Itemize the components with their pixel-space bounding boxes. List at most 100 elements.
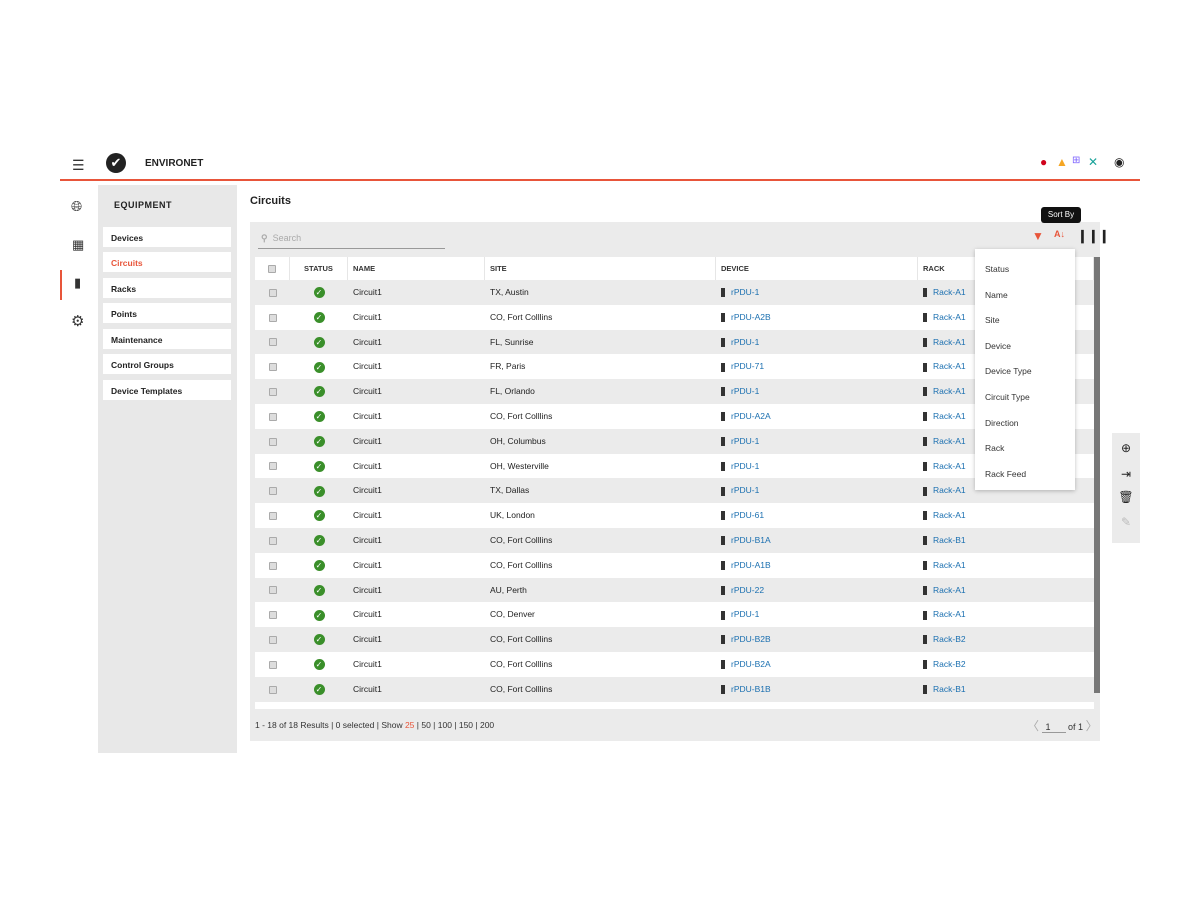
device-link[interactable]: rPDU-B2A [731, 659, 771, 669]
import-icon[interactable]: ⇥ [1120, 467, 1132, 481]
device-link[interactable]: rPDU-A1B [731, 559, 771, 570]
columns-icon[interactable]: ❙❙❙ [1077, 228, 1110, 243]
device-link[interactable]: rPDU-1 [731, 287, 760, 297]
sort-icon[interactable]: A↓ [1054, 229, 1065, 239]
sort-option[interactable]: Circuit Type [985, 392, 1030, 402]
table-row[interactable]: ✓ Circuit1 CO, Fort Colllins rPDU-A2A Rack-A… [255, 404, 1094, 429]
row-checkbox[interactable] [268, 437, 277, 446]
sidebar-item-devices[interactable]: Devices [103, 227, 231, 247]
rack-link[interactable]: Rack-A1 [933, 336, 966, 347]
menu-icon[interactable]: ☰ [72, 157, 85, 173]
row-checkbox[interactable] [268, 660, 277, 669]
rack-link[interactable]: Rack-A1 [933, 510, 966, 521]
table-row[interactable]: ✓ Circuit1 OH, Westerville rPDU-1 Rack-A1 [255, 454, 1094, 479]
row-checkbox[interactable] [268, 536, 277, 545]
table-row[interactable]: ✓ Circuit1 CO, Fort Colllins rPDU-A1B Rack-A… [255, 553, 1094, 578]
table-row[interactable]: ✓ Circuit1 OH, Columbus rPDU-1 Rack-A1 [255, 428, 1094, 454]
rack-link[interactable]: Rack-B2 [933, 634, 966, 645]
prev-page-icon[interactable]: 〈 [1027, 719, 1040, 733]
page-size-25[interactable]: 25 [404, 720, 415, 730]
rack-link[interactable]: Rack-B1 [933, 683, 966, 694]
sort-option[interactable]: Name [985, 289, 1008, 300]
rack-link[interactable]: Rack-A1 [933, 485, 966, 496]
sidebar-item-circuits[interactable]: Circuits [103, 252, 231, 272]
edit-icon[interactable]: ✎ [1120, 515, 1132, 529]
table-row[interactable]: ✓ Circuit1 FR, Paris rPDU-71 Rack-A1 [255, 354, 1094, 379]
rack-link[interactable]: Rack-A1 [933, 311, 966, 322]
table-row[interactable]: ✓ Circuit1 FL, Orlando rPDU-1 Rack-A1 [255, 379, 1094, 404]
table-row[interactable]: ✓ Circuit1 UK, London rPDU-61 Rack-A1 [255, 503, 1094, 528]
sidebar-item-maintenance[interactable]: Maintenance [103, 329, 231, 349]
row-checkbox[interactable] [268, 462, 277, 471]
rack-link[interactable]: Rack-A1 [933, 411, 966, 421]
delete-icon[interactable]: 🗑︎ [1118, 490, 1134, 504]
device-link[interactable]: rPDU-22 [731, 584, 765, 595]
device-link[interactable]: rPDU-1 [731, 435, 760, 446]
table-row[interactable]: ✓ Circuit1 TX, Austin rPDU-1 Rack-A1 [255, 280, 1094, 305]
rack-link[interactable]: Rack-A1 [933, 435, 966, 446]
dashboard-icon[interactable]: ▦ [72, 237, 85, 252]
page-size-options[interactable]: | 50 | 100 | 150 | 200 [414, 720, 495, 730]
table-row[interactable] [255, 702, 1094, 709]
rack-link[interactable]: Rack-B2 [933, 659, 966, 669]
add-icon[interactable]: ⊕ [1120, 441, 1132, 455]
row-checkbox[interactable] [268, 611, 277, 620]
table-row[interactable]: ✓ Circuit1 CO, Fort Colllins rPDU-B2B Rack-B… [255, 627, 1094, 652]
table-row[interactable]: ✓ Circuit1 CO, Fort Colllins rPDU-B1A Rack-B… [255, 528, 1094, 553]
user-icon[interactable]: ◉ [1114, 155, 1125, 169]
network-icon[interactable]: ⊞ [1072, 155, 1081, 166]
row-checkbox[interactable] [268, 511, 277, 520]
globe-icon[interactable]: 🌐︎ [71, 198, 83, 214]
tools-icon[interactable]: ✕ [1088, 155, 1099, 169]
row-checkbox[interactable] [268, 288, 277, 297]
alarm-critical-icon[interactable]: ● [1040, 155, 1048, 169]
table-row[interactable]: ✓ Circuit1 CO, Denver rPDU-1 Rack-A1 [255, 602, 1094, 627]
device-link[interactable]: rPDU-61 [731, 510, 765, 521]
device-link[interactable]: rPDU-B1B [731, 683, 771, 694]
device-link[interactable]: rPDU-1 [731, 336, 760, 347]
device-link[interactable]: rPDU-A2A [731, 411, 771, 421]
table-row[interactable]: ✓ Circuit1 CO, Fort Colllins rPDU-B1B Rack-B… [255, 676, 1094, 702]
settings-icon[interactable]: ⚙ [71, 313, 85, 330]
sidebar-item-points[interactable]: Points [103, 303, 231, 323]
table-row[interactable]: ✓ Circuit1 FL, Sunrise rPDU-1 Rack-A1 [255, 329, 1094, 355]
table-scrollbar[interactable] [1094, 257, 1100, 693]
table-row[interactable]: ✓ Circuit1 AU, Perth rPDU-22 Rack-A1 [255, 577, 1094, 603]
next-page-icon[interactable]: 〉 [1085, 719, 1098, 733]
table-row[interactable]: ✓ Circuit1 CO, Fort Colllins rPDU-A2B Rack-A… [255, 305, 1094, 330]
sort-option[interactable]: Device Type [985, 366, 1032, 377]
device-link[interactable]: rPDU-71 [731, 361, 765, 372]
device-link[interactable]: rPDU-B2B [731, 634, 771, 645]
sidebar-item-racks[interactable]: Racks [103, 278, 231, 298]
rack-link[interactable]: Rack-B1 [933, 535, 966, 545]
sidebar-item-control-groups[interactable]: Control Groups [103, 354, 231, 374]
device-link[interactable]: rPDU-1 [731, 609, 760, 620]
rack-link[interactable]: Rack-A1 [933, 287, 966, 297]
filter-icon[interactable]: ▼ [1032, 229, 1044, 243]
device-link[interactable]: rPDU-1 [731, 460, 760, 471]
device-link[interactable]: rPDU-A2B [731, 311, 771, 322]
row-checkbox[interactable] [268, 561, 277, 570]
rack-link[interactable]: Rack-A1 [933, 460, 966, 471]
search-input[interactable]: ⚲ Search [258, 231, 445, 249]
row-checkbox[interactable] [268, 685, 277, 694]
row-checkbox[interactable] [268, 635, 277, 644]
table-row[interactable]: ✓ Circuit1 TX, Dallas rPDU-1 Rack-A1 [255, 478, 1094, 504]
sort-option[interactable]: Direction [985, 417, 1019, 428]
rack-link[interactable]: Rack-A1 [933, 584, 966, 595]
row-checkbox[interactable] [268, 487, 277, 496]
warning-icon[interactable]: ▲ [1056, 155, 1068, 169]
sort-option[interactable]: Status [985, 264, 1010, 274]
select-all-checkbox[interactable] [268, 265, 276, 274]
sidebar-item-device-templates[interactable]: Device Templates [103, 380, 231, 400]
sort-option[interactable]: Rack [985, 443, 1005, 454]
row-checkbox[interactable] [268, 387, 277, 396]
rack-link[interactable]: Rack-A1 [933, 609, 966, 620]
device-link[interactable]: rPDU-1 [731, 386, 760, 397]
rack-link[interactable]: Rack-A1 [933, 559, 966, 570]
page-input[interactable]: 1 [1041, 722, 1066, 733]
sort-option[interactable]: Device [985, 340, 1011, 351]
device-link[interactable]: rPDU-B1A [731, 535, 771, 545]
table-row[interactable]: ✓ Circuit1 CO, Fort Colllins rPDU-B2A Rack-B… [255, 652, 1094, 677]
equipment-icon[interactable]: ▮ [74, 275, 82, 290]
